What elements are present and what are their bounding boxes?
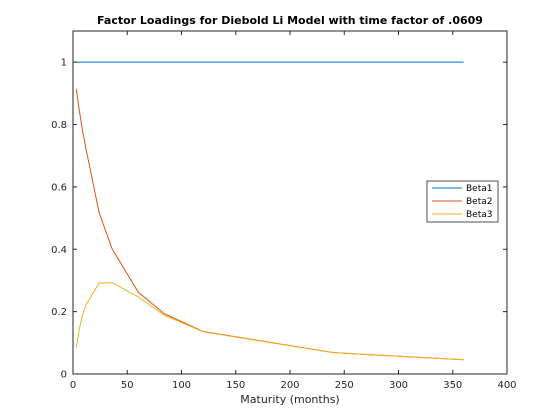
- ticks-layer: 0 50 100 150 200 250 300 350 400 0 0.2 0.4 0.6 0.8 1: [51, 31, 517, 391]
- x-tick-label: 400: [497, 380, 516, 391]
- legend-label-beta2: Beta2: [466, 197, 492, 207]
- x-tick-label: 200: [280, 380, 299, 391]
- x-tick-label: 150: [226, 380, 245, 391]
- x-tick-label: 250: [335, 380, 354, 391]
- y-tick-label: 0.2: [51, 307, 67, 318]
- x-tick-label: 350: [443, 380, 462, 391]
- x-tick-label: 0: [70, 380, 76, 391]
- series-layer: [75, 61, 464, 361]
- y-tick-label: 1: [61, 58, 67, 69]
- x-tick-label: 100: [172, 380, 191, 391]
- legend-label-beta1: Beta1: [466, 184, 492, 194]
- legend-label-beta3: Beta3: [466, 210, 492, 220]
- y-tick-label: 0.6: [51, 182, 67, 193]
- x-tick-label: 50: [121, 380, 134, 391]
- legend: Beta1 Beta2 Beta3: [426, 180, 499, 223]
- y-tick-label: 0.8: [51, 120, 67, 131]
- series-line-beta3: [75, 282, 464, 361]
- y-tick-label: 0: [61, 370, 67, 381]
- y-tick-label: 0.4: [51, 245, 67, 256]
- x-axis-label: Maturity (months): [240, 393, 339, 406]
- x-tick-label: 300: [389, 380, 408, 391]
- chart-title: Factor Loadings for Diebold Li Model wit…: [97, 14, 483, 27]
